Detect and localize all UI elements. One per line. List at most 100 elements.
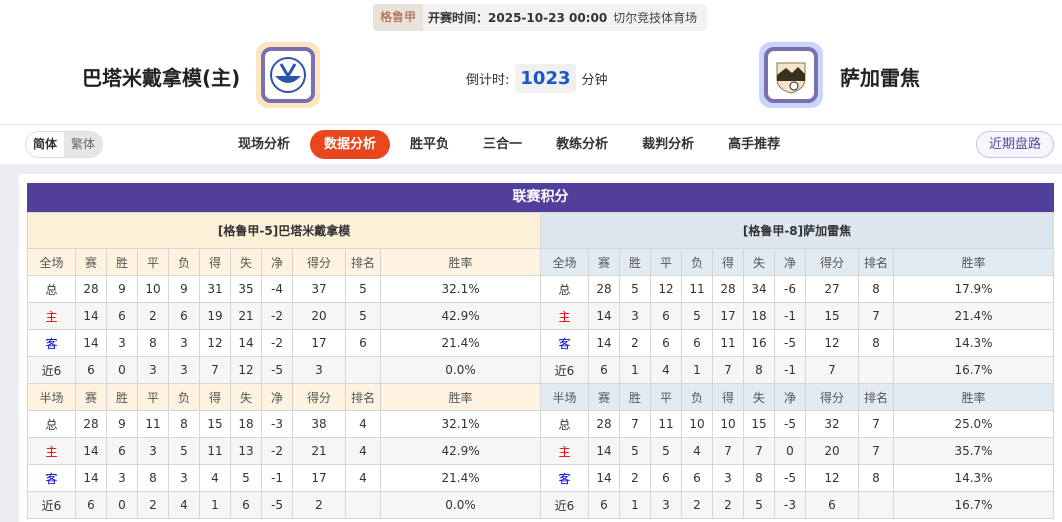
row-label: 总 bbox=[27, 275, 76, 303]
cell: 21.4% bbox=[379, 329, 542, 357]
cell: 11 bbox=[681, 275, 713, 303]
cell: 5 bbox=[345, 302, 381, 330]
cell: 3 bbox=[168, 356, 200, 384]
cell: 16.7% bbox=[893, 491, 1054, 519]
tab-5[interactable]: 裁判分析 bbox=[642, 137, 695, 152]
row-label: 客 bbox=[27, 464, 76, 492]
cell: 5 bbox=[345, 275, 381, 303]
table-row: 客 14 2 6 6 11 16 -5 12 8 14.3% bbox=[540, 329, 1054, 357]
cell: 3 bbox=[106, 329, 138, 357]
cell: 10 bbox=[137, 275, 169, 303]
column-header: 胜率 bbox=[379, 248, 542, 276]
cell: 1 bbox=[619, 356, 651, 384]
cell: 10 bbox=[712, 410, 744, 438]
column-header: 胜 bbox=[619, 383, 651, 411]
cell: -6 bbox=[774, 275, 806, 303]
away-team-logo[interactable] bbox=[759, 42, 823, 108]
cell: 18 bbox=[743, 302, 775, 330]
cell: 1 bbox=[199, 491, 231, 519]
cell: -5 bbox=[774, 410, 806, 438]
tab-6[interactable]: 高手推荐 bbox=[728, 137, 781, 152]
column-header: 失 bbox=[743, 248, 775, 276]
column-header: 赛 bbox=[588, 248, 620, 276]
cell: 11 bbox=[650, 410, 682, 438]
cell: 1 bbox=[681, 356, 713, 384]
team-header[interactable]: [格鲁甲-8]萨加雷焦 bbox=[540, 212, 1054, 249]
team-header[interactable]: [格鲁甲-5]巴塔米戴拿模 bbox=[26, 212, 542, 249]
cell: 6 bbox=[650, 302, 682, 330]
cell: 7 bbox=[858, 302, 894, 330]
cell: 27 bbox=[805, 275, 859, 303]
tab-0[interactable]: 现场分析 bbox=[238, 137, 291, 152]
table-row: 近6 6 1 3 2 2 5 -3 6 16.7% bbox=[540, 491, 1054, 519]
cell: 17 bbox=[712, 302, 744, 330]
column-header: 排名 bbox=[345, 248, 381, 276]
cell: 31 bbox=[199, 275, 231, 303]
cell: 7 bbox=[712, 437, 744, 465]
cell: -1 bbox=[774, 356, 806, 384]
row-label: 主 bbox=[27, 437, 76, 465]
cell: 6 bbox=[75, 356, 107, 384]
cell: 2 bbox=[619, 464, 651, 492]
table-row: 客 14 3 8 3 12 14 -2 17 6 21.4% bbox=[27, 329, 542, 357]
cell: 6 bbox=[75, 491, 107, 519]
cell: 6 bbox=[681, 464, 713, 492]
cell: 6 bbox=[588, 356, 620, 384]
cell: 28 bbox=[75, 410, 107, 438]
cell: 14 bbox=[75, 464, 107, 492]
column-header: 排名 bbox=[345, 383, 381, 411]
cell: 15 bbox=[805, 302, 859, 330]
cell: 6 bbox=[650, 464, 682, 492]
column-header-row: 全场赛胜平负得失净得分 排名 胜率 bbox=[540, 248, 1054, 276]
away-team-name[interactable]: 萨加雷焦 bbox=[840, 66, 920, 90]
table-row: 客 14 2 6 6 3 8 -5 12 8 14.3% bbox=[540, 464, 1054, 492]
row-label: 总 bbox=[540, 410, 589, 438]
cell: 7 bbox=[858, 410, 894, 438]
cell: 28 bbox=[588, 275, 620, 303]
cell: 21 bbox=[230, 302, 262, 330]
cell: 12 bbox=[805, 329, 859, 357]
cell: 4 bbox=[345, 437, 381, 465]
tab-2[interactable]: 胜平负 bbox=[410, 137, 450, 152]
table-row: 近6 6 1 4 1 7 8 -1 7 16.7% bbox=[540, 356, 1054, 384]
cell: 8 bbox=[743, 356, 775, 384]
cell: 2 bbox=[619, 329, 651, 357]
column-header: 胜 bbox=[619, 248, 651, 276]
cell: 21.4% bbox=[893, 302, 1054, 330]
cell: 32 bbox=[805, 410, 859, 438]
cell: 12 bbox=[805, 464, 859, 492]
cell: 14 bbox=[588, 329, 620, 357]
cell: 8 bbox=[168, 410, 200, 438]
column-header: 净 bbox=[774, 248, 806, 276]
tab-1[interactable]: 数据分析 bbox=[310, 130, 391, 159]
column-header: 得 bbox=[199, 248, 231, 276]
language-toggle[interactable]: 简体 繁体 bbox=[25, 131, 104, 158]
tab-4[interactable]: 教练分析 bbox=[556, 137, 609, 152]
row-label: 客 bbox=[540, 329, 589, 357]
cell: 3 bbox=[106, 464, 138, 492]
cell: 11 bbox=[199, 437, 231, 465]
table-row: 主 14 6 3 5 11 13 -2 21 4 42.9% bbox=[27, 437, 542, 465]
cell: 6 bbox=[106, 437, 138, 465]
column-header: 得 bbox=[199, 383, 231, 411]
tab-3[interactable]: 三合一 bbox=[483, 137, 523, 152]
home-team-logo[interactable] bbox=[256, 42, 320, 108]
lang-simplified[interactable]: 简体 bbox=[33, 137, 58, 151]
table-row: 近6 6 0 2 4 1 6 -5 2 0.0% bbox=[27, 491, 542, 519]
cell: 14 bbox=[230, 329, 262, 357]
cell: 0 bbox=[106, 491, 138, 519]
cell: 28 bbox=[588, 410, 620, 438]
cell: 2 bbox=[292, 491, 346, 519]
cell: 9 bbox=[106, 275, 138, 303]
home-team-name[interactable]: 巴塔米戴拿模(主) bbox=[82, 66, 241, 90]
column-header: 得分 bbox=[805, 248, 859, 276]
league-badge[interactable]: 格鲁甲 bbox=[373, 4, 424, 31]
recent-odds-button[interactable]: 近期盘路 bbox=[975, 131, 1054, 158]
cell: 42.9% bbox=[379, 302, 542, 330]
lang-traditional[interactable]: 繁体 bbox=[64, 132, 103, 157]
cell: 1 bbox=[619, 491, 651, 519]
cell: 7 bbox=[712, 356, 744, 384]
column-header: 得 bbox=[712, 383, 744, 411]
cell: 12 bbox=[199, 329, 231, 357]
column-header: 负 bbox=[168, 248, 200, 276]
